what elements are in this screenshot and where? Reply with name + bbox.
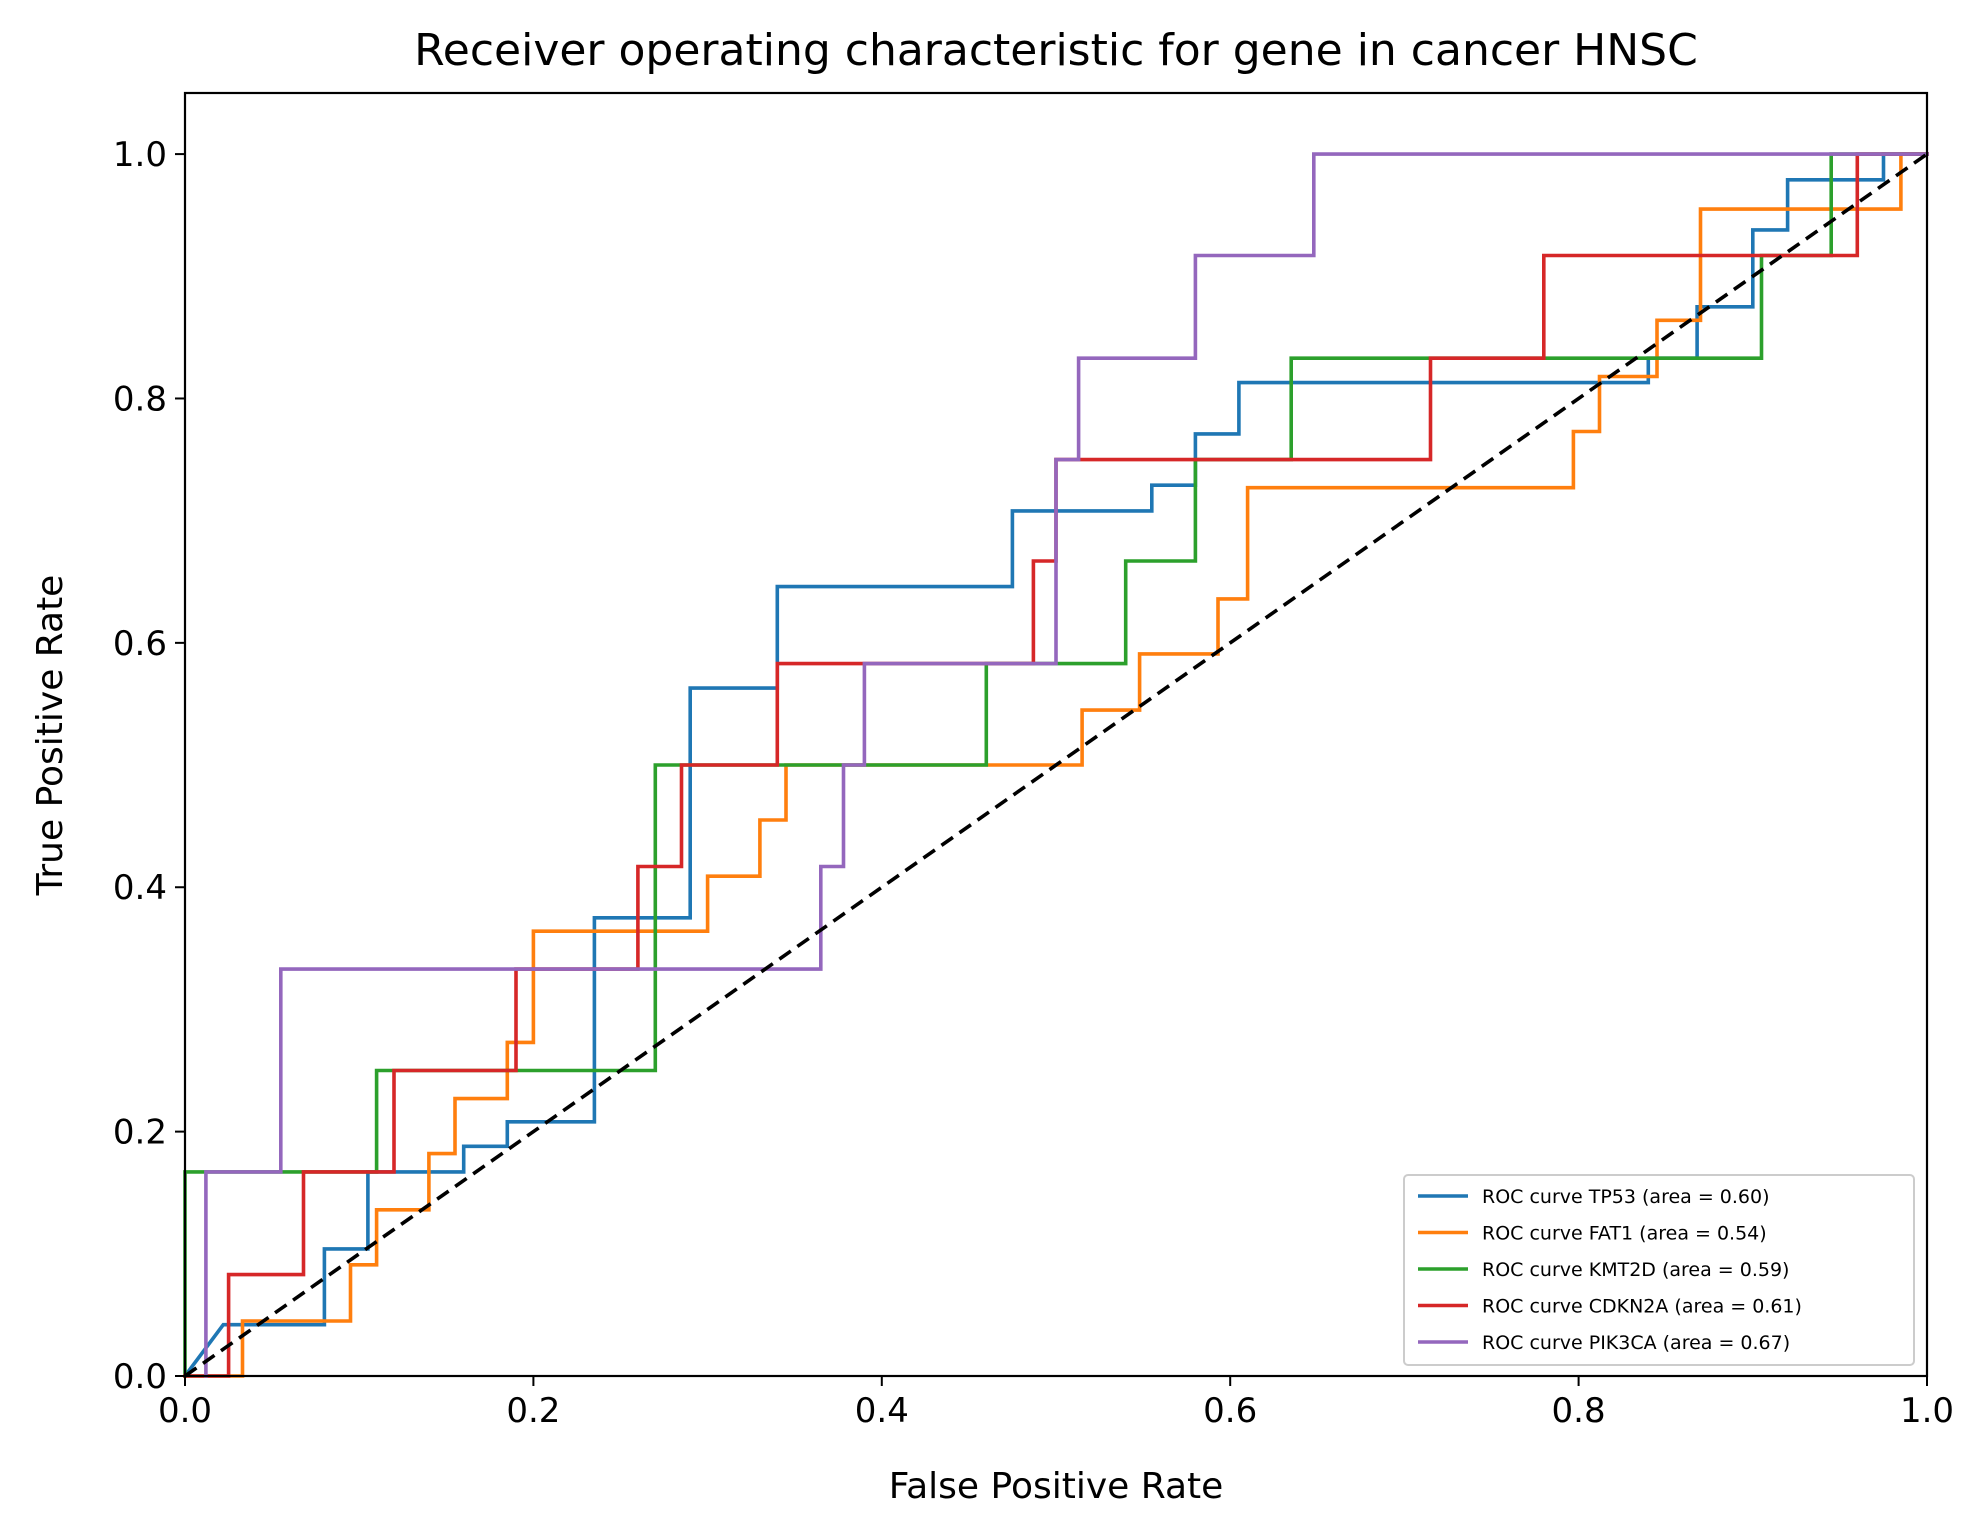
legend-label-cdkn2a: ROC curve CDKN2A (area = 0.61) [1482,1296,1802,1318]
roc-line-tp53 [182,152,1929,1379]
y-tick-label: 0.4 [113,868,167,908]
x-axis-label: False Positive Rate [889,1466,1224,1507]
x-tick-label: 0.4 [855,1391,909,1431]
chance-diagonal-line [183,152,1929,1378]
legend-frame [1403,1174,1915,1366]
legend-items: ROC curve TP53 (area = 0.60) ROC curve FA… [1418,1186,1802,1354]
x-tick-label: 0.8 [1552,1391,1606,1431]
y-tick-label: 0.8 [113,379,167,419]
y-axis-ticks: 0.0 0.2 0.4 0.6 0.8 1.0 [113,135,185,1397]
x-tick-label: 0.6 [1203,1391,1257,1431]
plot-area-frame [183,91,1929,1378]
chart-title: Receiver operating characteristic for ge… [414,25,1698,76]
roc-curves [182,152,1929,1379]
y-tick-label: 1.0 [113,135,167,175]
legend-label-pik3ca: ROC curve PIK3CA (area = 0.67) [1482,1332,1790,1354]
chance-line-group [183,152,1929,1378]
x-axis-ticks: 0.0 0.2 0.4 0.6 0.8 1.0 [158,1376,1954,1431]
y-tick-label: 0.6 [113,624,167,664]
legend-label-fat1: ROC curve FAT1 (area = 0.54) [1482,1223,1767,1245]
roc-line-cdkn2a [183,152,1929,1378]
legend-label-kmt2d: ROC curve KMT2D (area = 0.59) [1482,1259,1789,1281]
x-tick-label: 1.0 [1900,1391,1954,1431]
y-tick-label: 0.0 [113,1357,167,1397]
y-axis-label: True Positive Rate [30,575,71,897]
y-tick-label: 0.2 [113,1113,167,1153]
legend-label-tp53: ROC curve TP53 (area = 0.60) [1482,1186,1770,1208]
roc-line-pik3ca [204,152,1929,1378]
x-tick-label: 0.0 [158,1391,212,1431]
legend: ROC curve TP53 (area = 0.60) ROC curve FA… [1403,1174,1915,1366]
x-tick-label: 0.2 [506,1391,560,1431]
